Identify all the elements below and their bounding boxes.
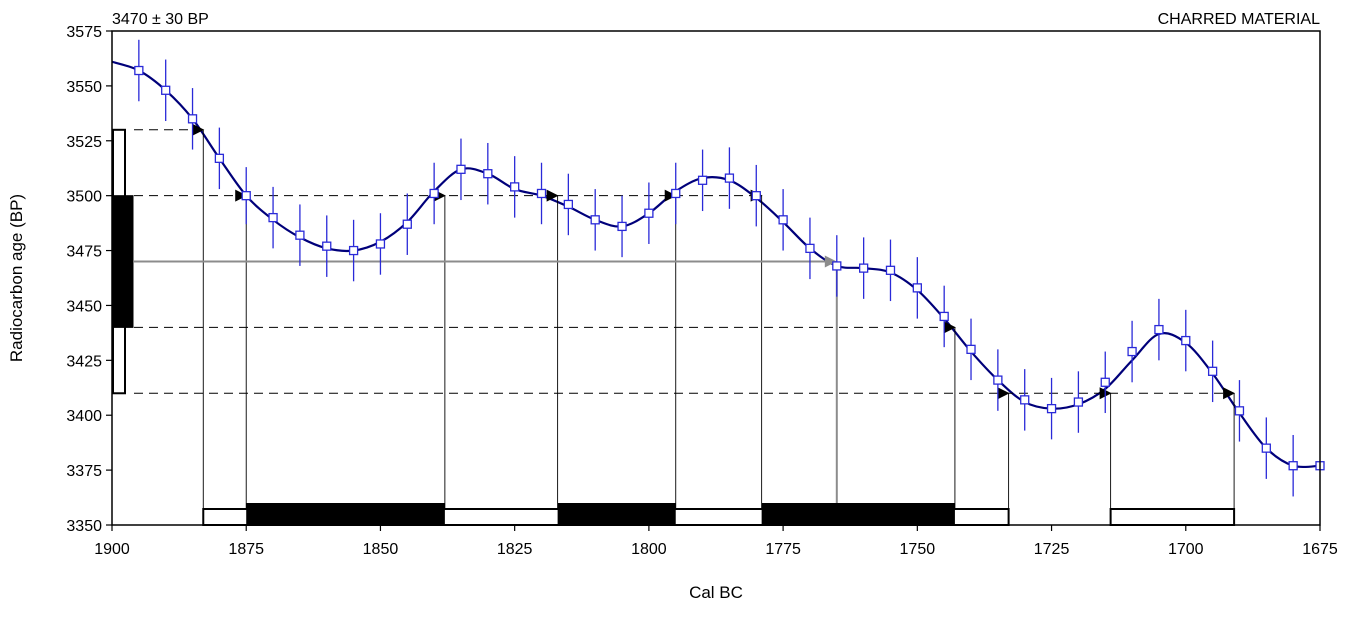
data-point (671, 188, 681, 199)
data-point (1261, 443, 1271, 453)
data-point (1154, 324, 1164, 335)
calibration-curve (111, 60, 1321, 469)
data-points-layer (134, 39, 1325, 497)
data-point (805, 243, 815, 254)
intercept-arrow (1223, 387, 1236, 400)
x-tick-label: 1850 (363, 541, 399, 558)
data-point (1046, 403, 1057, 414)
data-point (348, 245, 359, 256)
chart-title-right: CHARRED MATERIAL (1158, 11, 1320, 28)
data-point (402, 219, 412, 229)
plot-frame (111, 30, 1321, 526)
data-point (590, 215, 600, 225)
data-point (724, 173, 735, 183)
data-point (1100, 377, 1110, 387)
data-point (268, 212, 278, 223)
x-tick-label: 1900 (94, 541, 130, 558)
probability-boxes (112, 128, 1236, 526)
y-tick-label: 3550 (66, 79, 102, 96)
chart-title-left: 3470 ± 30 BP (112, 11, 209, 28)
y-axis-title: Radiocarbon age (BP) (7, 194, 26, 362)
data-point (456, 164, 466, 174)
data-point (1181, 335, 1191, 346)
intercept-arrow (546, 189, 559, 202)
intercept-arrow (192, 123, 205, 136)
data-point (617, 221, 627, 232)
data-point (778, 215, 788, 225)
data-point (1234, 406, 1245, 416)
x-tick-label: 1700 (1168, 541, 1204, 558)
data-point (563, 199, 574, 210)
data-point (161, 85, 171, 95)
data-point (214, 153, 225, 163)
data-point (697, 175, 708, 185)
sigma1-age-bar (112, 195, 134, 328)
y-tick-label: 3475 (66, 244, 102, 261)
y-tick-label: 3375 (66, 463, 102, 480)
axes (111, 30, 1321, 526)
sigma1-cal-range (761, 503, 955, 525)
y-tick-label: 3400 (66, 408, 102, 425)
data-point (295, 230, 305, 240)
intercept-guides (134, 123, 1236, 525)
sigma1-cal-range (557, 503, 676, 525)
data-point (429, 188, 439, 199)
data-point (858, 263, 869, 273)
data-point (322, 241, 332, 251)
y-tick-label: 3450 (66, 298, 102, 315)
ticks-layer: 1900 1875 1850 1825 1800 1775 1750 1725 1700 1675… (66, 24, 1337, 558)
measured-age-arrow (824, 255, 837, 268)
sigma1-cal-range (246, 503, 445, 525)
data-point (483, 169, 493, 179)
data-point (993, 375, 1003, 385)
x-tick-label: 1825 (497, 541, 533, 558)
intercept-arrow (997, 387, 1010, 400)
x-tick-label: 1675 (1302, 541, 1338, 558)
data-point (241, 191, 251, 201)
intercept-arrow (943, 321, 956, 334)
data-point (885, 265, 896, 275)
data-point (1127, 346, 1137, 357)
x-axis-title: Cal BC (689, 583, 743, 602)
y-tick-label: 3425 (66, 353, 102, 370)
y-tick-label: 3500 (66, 189, 102, 206)
data-point (536, 188, 547, 199)
x-tick-label: 1800 (631, 541, 667, 558)
data-point (751, 191, 761, 201)
y-tick-label: 3575 (66, 24, 102, 41)
data-point (939, 311, 949, 322)
data-point (134, 65, 144, 76)
data-point (187, 114, 198, 124)
curve-layer (111, 60, 1321, 469)
data-point (1020, 395, 1030, 405)
data-point (912, 283, 922, 293)
y-tick-label: 3350 (66, 518, 102, 535)
intercept-arrow (235, 189, 248, 202)
data-point (1288, 461, 1298, 471)
data-point (375, 239, 386, 249)
y-tick-label: 3525 (66, 134, 102, 151)
data-point (644, 208, 654, 218)
data-point (510, 182, 520, 192)
data-point (1073, 397, 1084, 407)
sigma2-cal-range (1109, 508, 1236, 526)
x-tick-label: 1775 (765, 541, 801, 558)
data-point (832, 261, 842, 271)
x-tick-label: 1750 (900, 541, 936, 558)
intercept-arrow (664, 189, 677, 202)
data-point (1207, 366, 1218, 376)
x-tick-label: 1725 (1034, 541, 1070, 558)
x-tick-label: 1875 (228, 541, 264, 558)
data-point (966, 344, 976, 355)
